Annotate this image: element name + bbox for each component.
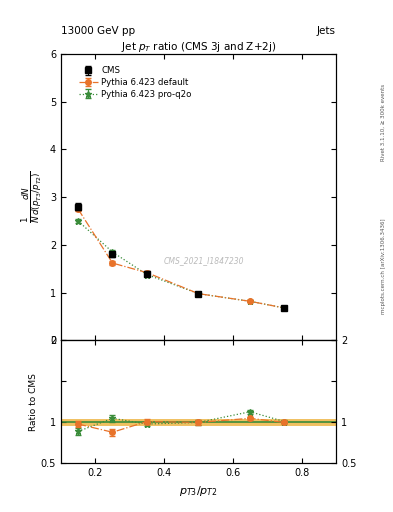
Text: Rivet 3.1.10, ≥ 300k events: Rivet 3.1.10, ≥ 300k events [381, 84, 386, 161]
Text: mcplots.cern.ch [arXiv:1306.3436]: mcplots.cern.ch [arXiv:1306.3436] [381, 219, 386, 314]
Text: 13000 GeV pp: 13000 GeV pp [61, 26, 135, 36]
Text: CMS_2021_I1847230: CMS_2021_I1847230 [164, 255, 244, 265]
Y-axis label: Ratio to CMS: Ratio to CMS [29, 373, 38, 431]
Title: Jet $p_T$ ratio (CMS 3j and Z+2j): Jet $p_T$ ratio (CMS 3j and Z+2j) [121, 39, 276, 54]
X-axis label: $p_{T3}/p_{T2}$: $p_{T3}/p_{T2}$ [179, 484, 218, 498]
Legend: CMS, Pythia 6.423 default, Pythia 6.423 pro-q2o: CMS, Pythia 6.423 default, Pythia 6.423 … [76, 64, 194, 101]
Y-axis label: $\frac{1}{N}\frac{dN}{d(p_{T3}/p_{T2})}$: $\frac{1}{N}\frac{dN}{d(p_{T3}/p_{T2})}$ [20, 171, 44, 223]
Text: Jets: Jets [317, 26, 336, 36]
